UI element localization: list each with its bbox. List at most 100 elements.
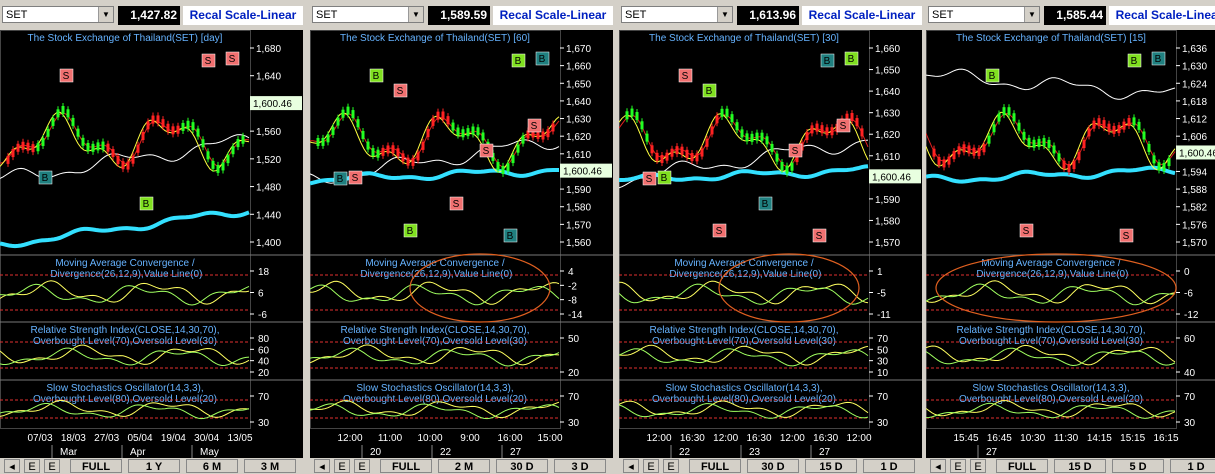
range-button[interactable]: 1 D bbox=[863, 459, 915, 473]
candle bbox=[221, 162, 225, 171]
nav-button[interactable]: ◂ bbox=[314, 459, 330, 473]
rsi-label: Relative Strength Index(CLOSE,14,30,70),… bbox=[31, 325, 220, 347]
x-label: 9:00 bbox=[460, 433, 480, 444]
candle bbox=[680, 146, 684, 155]
price-tick: 1,630 bbox=[1182, 62, 1207, 73]
dropdown-arrow[interactable]: ▼ bbox=[1024, 7, 1039, 22]
nav-button[interactable]: E bbox=[334, 459, 350, 473]
nav-button[interactable]: E bbox=[970, 459, 986, 473]
range-button[interactable]: 2 M bbox=[438, 459, 490, 473]
range-button[interactable]: FULL bbox=[996, 459, 1048, 473]
nav-button[interactable]: E bbox=[663, 459, 679, 473]
scale-button[interactable]: Recal Scale-Linear bbox=[1109, 6, 1215, 25]
scale-button[interactable]: Recal Scale-Linear bbox=[802, 6, 922, 25]
candle bbox=[536, 130, 540, 139]
signal-box bbox=[678, 68, 693, 83]
x-label: 16:15 bbox=[1153, 433, 1178, 444]
candle bbox=[992, 124, 996, 133]
candle bbox=[541, 131, 545, 140]
range-button[interactable]: 5 D bbox=[1112, 459, 1164, 473]
price-tick: 1,640 bbox=[875, 87, 900, 98]
indicator-line bbox=[310, 400, 560, 419]
rsi-tick: 50 bbox=[568, 334, 580, 345]
signal-box bbox=[758, 196, 773, 211]
price-tick: 1,624 bbox=[1182, 79, 1207, 90]
range-button[interactable]: FULL bbox=[70, 459, 122, 473]
nav-button[interactable]: E bbox=[24, 459, 40, 473]
candle bbox=[952, 151, 956, 160]
nav-button[interactable]: E bbox=[44, 459, 60, 473]
dropdown-arrow[interactable]: ▼ bbox=[408, 7, 423, 22]
ma-line bbox=[926, 112, 1176, 166]
candle bbox=[937, 156, 941, 165]
candle bbox=[76, 128, 80, 137]
range-button[interactable]: 1 Y bbox=[128, 459, 180, 473]
dropdown-arrow[interactable]: ▼ bbox=[717, 7, 732, 22]
candle bbox=[1087, 128, 1091, 137]
symbol: SET bbox=[932, 9, 954, 21]
nav-button[interactable]: ◂ bbox=[4, 459, 20, 473]
last-price: 1,600.46 bbox=[1179, 148, 1215, 159]
candle bbox=[665, 152, 669, 161]
macd-tick: -11 bbox=[877, 310, 891, 321]
price-box: 1,613.96 bbox=[737, 6, 799, 25]
nav-button[interactable]: ◂ bbox=[623, 459, 639, 473]
price-tick: 1,594 bbox=[1182, 167, 1207, 178]
range-button[interactable]: 30 D bbox=[747, 459, 799, 473]
last-price-tag bbox=[250, 96, 302, 111]
dropdown-arrow[interactable]: ▼ bbox=[98, 7, 113, 22]
candle bbox=[236, 139, 240, 148]
signal-box bbox=[836, 118, 851, 133]
candle bbox=[967, 145, 971, 154]
symbol-dropdown[interactable]: SET ▼ bbox=[2, 6, 114, 23]
macd-tick: -8 bbox=[568, 296, 577, 307]
nav-button[interactable]: E bbox=[950, 459, 966, 473]
signal: B bbox=[42, 173, 49, 184]
candle bbox=[1097, 118, 1101, 127]
chart-area: The Stock Exchange of Thailand(SET) [15]… bbox=[926, 30, 1215, 458]
candle bbox=[506, 163, 510, 172]
nav-button[interactable]: ◂ bbox=[930, 459, 946, 473]
nav-button[interactable]: E bbox=[354, 459, 370, 473]
range-button[interactable]: 6 M bbox=[186, 459, 238, 473]
x-label-2: 27 bbox=[510, 447, 522, 458]
candle bbox=[331, 126, 335, 135]
signal: S bbox=[63, 71, 70, 82]
scale-button[interactable]: Recal Scale-Linear bbox=[183, 6, 303, 25]
candle bbox=[720, 108, 724, 117]
scale-button[interactable]: Recal Scale-Linear bbox=[493, 6, 613, 25]
x-label-2: Mar bbox=[60, 447, 78, 458]
annotation-ring bbox=[409, 253, 551, 323]
range-button[interactable]: 1 D bbox=[1170, 459, 1215, 473]
x-label-2: 20 bbox=[370, 447, 382, 458]
candle bbox=[977, 148, 981, 157]
symbol-dropdown[interactable]: SET ▼ bbox=[928, 6, 1040, 23]
price-tick: 1,680 bbox=[256, 44, 281, 55]
range-button[interactable]: 3 D bbox=[554, 459, 606, 473]
candle bbox=[1072, 161, 1076, 170]
ma-line bbox=[619, 164, 869, 182]
range-button[interactable]: 30 D bbox=[496, 459, 548, 473]
x-label: 27/03 bbox=[94, 433, 119, 444]
symbol-dropdown[interactable]: SET ▼ bbox=[621, 6, 733, 23]
last-price-tag bbox=[560, 163, 612, 178]
rsi-tick: 80 bbox=[258, 334, 270, 345]
price-tick: 1,660 bbox=[875, 44, 900, 55]
range-button[interactable]: 15 D bbox=[805, 459, 857, 473]
symbol-dropdown[interactable]: SET ▼ bbox=[312, 6, 424, 23]
price-tick: 1,650 bbox=[566, 79, 591, 90]
stoch-tick: 70 bbox=[568, 392, 580, 403]
x-label: 15:00 bbox=[537, 433, 562, 444]
candle bbox=[511, 155, 515, 164]
range-button[interactable]: 3 M bbox=[244, 459, 296, 473]
range-button[interactable]: FULL bbox=[380, 459, 432, 473]
annotation-ring bbox=[935, 253, 1177, 323]
price-tick: 1,582 bbox=[1182, 203, 1207, 214]
range-button[interactable]: FULL bbox=[689, 459, 741, 473]
nav-button[interactable]: E bbox=[643, 459, 659, 473]
candle bbox=[850, 112, 854, 121]
candle bbox=[855, 118, 859, 127]
range-button[interactable]: 15 D bbox=[1054, 459, 1106, 473]
rsi-tick: 10 bbox=[877, 368, 889, 379]
